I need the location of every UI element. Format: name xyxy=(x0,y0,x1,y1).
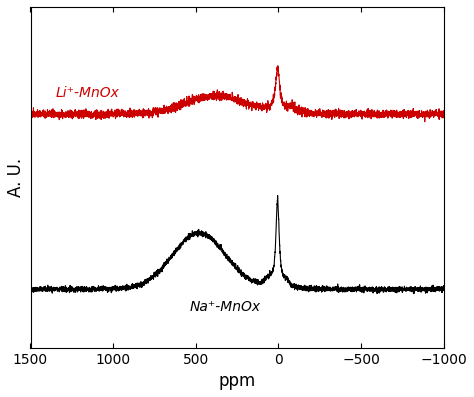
X-axis label: ppm: ppm xyxy=(219,372,255,390)
Text: Na⁺-MnOx: Na⁺-MnOx xyxy=(189,300,260,314)
Y-axis label: A. U.: A. U. xyxy=(7,158,25,197)
Text: Li⁺-MnOx: Li⁺-MnOx xyxy=(55,86,119,100)
